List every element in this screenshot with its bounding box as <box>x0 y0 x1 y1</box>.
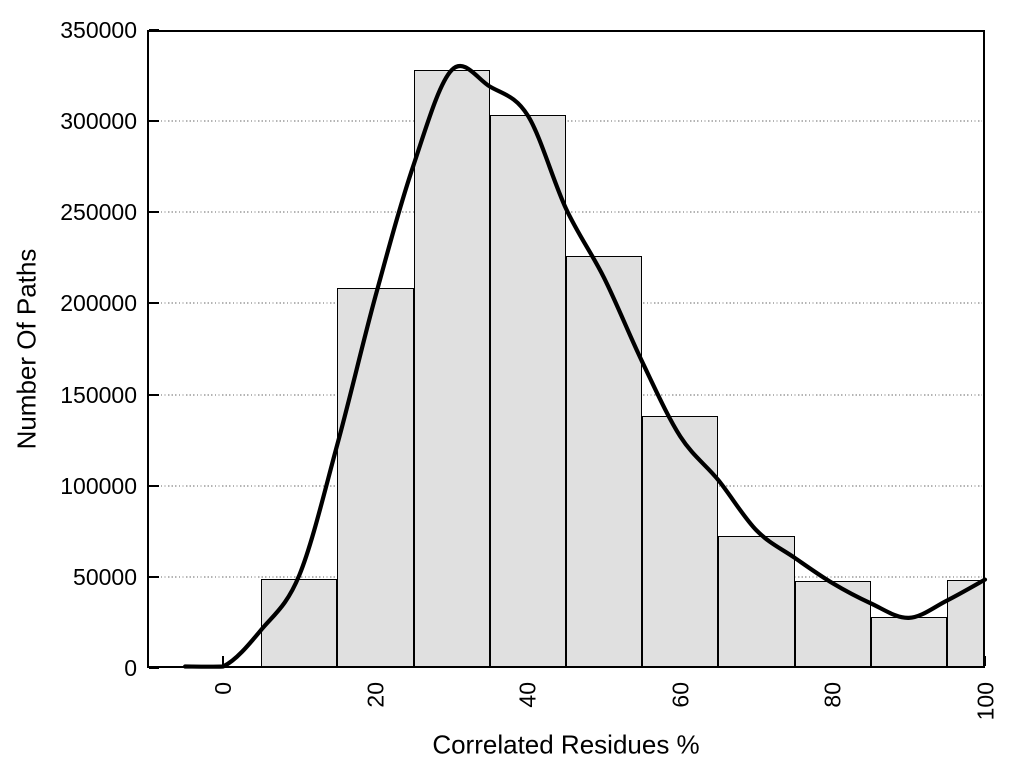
y-tick-label: 300000 <box>60 108 137 135</box>
y-tick <box>149 575 159 578</box>
y-grid-line <box>150 211 982 214</box>
y-tick <box>149 393 159 396</box>
y-tick <box>149 211 159 214</box>
histogram-bar <box>489 114 566 668</box>
x-tick-label: 40 <box>514 682 541 708</box>
x-axis-title: Correlated Residues % <box>432 729 700 760</box>
y-axis-title: Number Of Paths <box>11 248 42 450</box>
histogram-bar <box>946 579 985 668</box>
x-tick-label: 60 <box>667 682 694 708</box>
y-grid-line <box>150 120 982 123</box>
x-tick-label: 20 <box>362 682 389 708</box>
histogram-bar <box>870 616 947 668</box>
histogram-bar <box>566 256 643 668</box>
histogram-bar <box>337 287 414 668</box>
y-tick <box>149 667 159 669</box>
x-tick <box>222 656 225 666</box>
histogram-bar <box>718 535 795 668</box>
y-tick <box>149 484 159 487</box>
x-tick-label: 80 <box>819 682 846 708</box>
y-tick <box>149 302 159 305</box>
y-tick-label: 350000 <box>60 17 137 43</box>
x-tick-label: 0 <box>210 682 237 695</box>
y-tick-label: 200000 <box>60 290 137 317</box>
histogram-bar <box>261 578 338 668</box>
y-tick-label: 0 <box>124 655 137 681</box>
x-tick-label: 100 <box>972 682 998 721</box>
y-tick <box>149 120 159 123</box>
y-tick-label: 150000 <box>60 381 137 408</box>
histogram-bar <box>794 581 871 668</box>
histogram-bar <box>642 416 719 668</box>
histogram-bar <box>413 70 490 668</box>
y-tick-label: 100000 <box>60 472 137 499</box>
y-tick-label: 50000 <box>73 563 137 590</box>
y-tick <box>149 29 159 31</box>
y-tick-label: 250000 <box>60 199 137 226</box>
